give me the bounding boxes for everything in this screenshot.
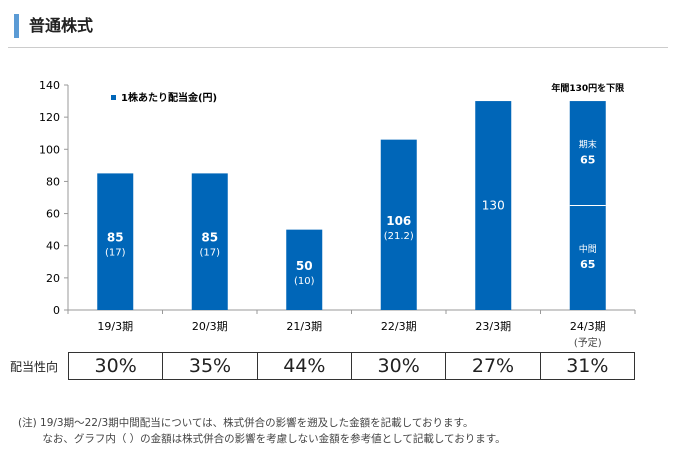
payout-table: 30% 35% 44% 30% 27% 31% xyxy=(68,352,635,380)
y-tick-label: 20 xyxy=(46,272,60,285)
data-sublabel: (21.2) xyxy=(384,231,414,242)
note-line: (注) 19/3期～22/3期中間配当については、株式併合の影響を遡及した金額を… xyxy=(18,417,474,429)
payout-label: 配当性向 xyxy=(10,360,59,374)
data-label: 106 xyxy=(386,214,411,228)
footnote: (注) 19/3期～22/3期中間配当については、株式併合の影響を遡及した金額を… xyxy=(18,415,506,447)
x-tick-label: 24/3期 xyxy=(570,320,606,333)
payout-cell: 35% xyxy=(162,353,256,379)
note-line: なお、グラフ内（ ）の金額は株式併合の影響を考慮しない金額を参考値として記載して… xyxy=(18,433,506,445)
payout-cell: 30% xyxy=(350,353,445,379)
x-tick-label: 19/3期 xyxy=(97,320,133,333)
stack-value: 65 xyxy=(580,153,595,166)
y-tick-label: 120 xyxy=(39,111,60,124)
x-tick-label: 20/3期 xyxy=(192,320,228,333)
dividend-chart: 0 20 40 60 80 100 120 140 19/3期 85 (17) 20/3期 85 (17)… xyxy=(39,79,636,349)
legend-swatch xyxy=(111,95,116,100)
bar xyxy=(380,139,417,310)
bar xyxy=(475,101,512,310)
stack-value: 65 xyxy=(580,258,595,271)
bar xyxy=(97,173,134,310)
data-sublabel: (17) xyxy=(105,248,126,259)
data-label: 85 xyxy=(107,231,124,245)
payout-cell: 44% xyxy=(256,353,351,379)
payout-cell: 31% xyxy=(539,353,634,379)
x-tick-label: 22/3期 xyxy=(381,320,417,333)
bar xyxy=(286,229,323,310)
x-tick-label: 23/3期 xyxy=(475,320,511,333)
y-tick-label: 100 xyxy=(39,143,60,156)
data-sublabel: (17) xyxy=(199,248,220,259)
bar xyxy=(191,173,228,310)
data-label: 50 xyxy=(296,259,313,273)
data-sublabel: (10) xyxy=(294,276,315,287)
legend-label: 1株あたり配当金(円) xyxy=(121,91,217,104)
annotation: 年間130円を下限 xyxy=(551,82,625,94)
payout-cell: 27% xyxy=(445,353,539,379)
x-tick-sublabel: (予定) xyxy=(574,336,602,349)
stack-label: 期末 xyxy=(579,138,597,150)
x-tick-label: 21/3期 xyxy=(286,320,322,333)
data-label: 85 xyxy=(201,231,218,245)
stack-label: 中間 xyxy=(579,243,597,255)
y-tick-label: 80 xyxy=(46,175,60,188)
divider xyxy=(8,47,668,48)
data-label: 130 xyxy=(482,199,505,213)
y-tick-label: 140 xyxy=(39,79,60,92)
page-title: 普通株式 xyxy=(14,14,93,38)
y-tick-label: 60 xyxy=(46,208,60,221)
payout-cell: 30% xyxy=(94,355,137,377)
y-tick-label: 0 xyxy=(53,304,60,317)
y-tick-label: 40 xyxy=(46,240,60,253)
